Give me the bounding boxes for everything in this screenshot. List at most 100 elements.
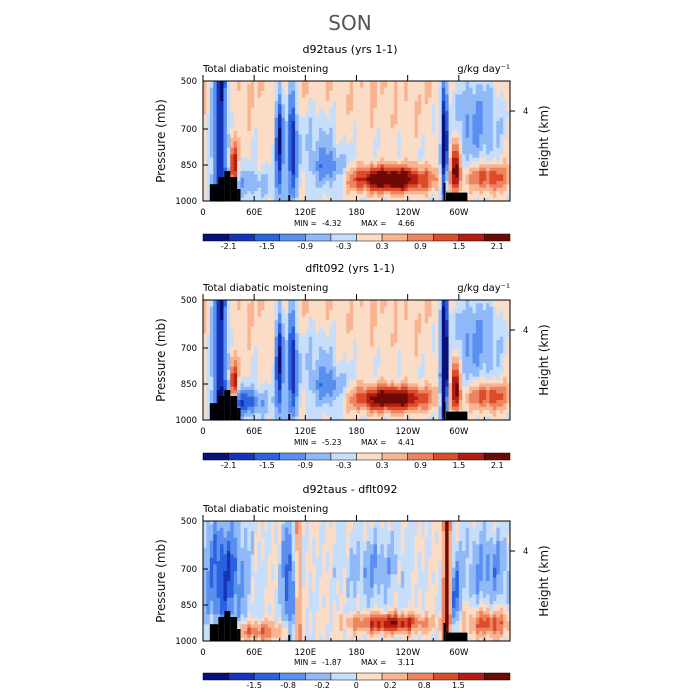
heatmap-cell — [462, 107, 467, 112]
heatmap-cell — [376, 171, 381, 175]
heatmap-cell — [264, 184, 269, 189]
heatmap-cell — [209, 340, 214, 344]
heatmap-cell — [404, 127, 409, 132]
heatmap-cell — [237, 101, 242, 105]
heatmap-cell — [308, 117, 313, 122]
heatmap-cell — [329, 346, 334, 351]
heatmap-cell — [271, 363, 276, 368]
heatmap-cell — [479, 181, 484, 185]
heatmap-cell — [359, 300, 364, 304]
heatmap-cell — [274, 111, 279, 115]
heatmap-cell — [209, 396, 214, 401]
heatmap-cell — [247, 356, 252, 361]
heatmap-cell — [346, 134, 351, 139]
heatmap-cell — [291, 390, 296, 394]
heatmap-cell — [237, 306, 242, 311]
heatmap-cell — [230, 310, 235, 314]
heatmap-cell — [424, 107, 429, 112]
heatmap-cell — [390, 94, 395, 99]
heatmap-cell — [233, 84, 238, 89]
heatmap-cell — [346, 303, 351, 308]
heatmap-cell — [288, 84, 293, 89]
heatmap-cell — [315, 164, 320, 169]
heatmap-cell — [417, 87, 422, 92]
heatmap-cell — [260, 124, 265, 129]
heatmap-cell — [301, 81, 306, 85]
heatmap-cell — [339, 373, 344, 378]
heatmap-cell — [260, 330, 265, 334]
heatmap-cell — [462, 121, 467, 125]
heatmap-cell — [257, 197, 262, 202]
heatmap-cell — [462, 157, 467, 162]
heatmap-cell — [250, 343, 255, 348]
heatmap-cell — [301, 390, 306, 394]
heatmap-cell — [394, 97, 399, 102]
heatmap-cell — [237, 107, 242, 112]
heatmap-cell — [496, 97, 501, 102]
heatmap-cell — [486, 164, 491, 169]
heatmap-cell — [281, 300, 286, 304]
heatmap-cell — [407, 104, 412, 109]
colorbar-swatch — [356, 233, 383, 242]
heatmap-cell — [336, 403, 341, 408]
heatmap-cell — [339, 306, 344, 311]
heatmap-cell — [411, 131, 416, 135]
heatmap-cell — [230, 107, 235, 112]
heatmap-cell — [475, 154, 480, 159]
heatmap-cell — [298, 320, 303, 324]
heatmap-cell — [230, 174, 235, 179]
heatmap-cell — [332, 114, 337, 119]
heatmap-cell — [301, 363, 306, 368]
heatmap-cell — [359, 141, 364, 145]
heatmap-cell — [237, 161, 242, 165]
heatmap-cell — [243, 370, 248, 374]
heatmap-cell — [332, 386, 337, 391]
heatmap-cell — [264, 121, 269, 125]
heatmap-cell — [203, 137, 208, 142]
heatmap-cell — [264, 161, 269, 165]
heatmap-cell — [220, 137, 225, 142]
heatmap-cell — [308, 333, 313, 338]
heatmap-cell — [257, 323, 262, 328]
heatmap-cell — [288, 306, 293, 311]
heatmap-cell — [421, 121, 426, 125]
heatmap-cell — [203, 191, 208, 195]
heatmap-cell — [503, 174, 508, 179]
heatmap-cell — [329, 396, 334, 401]
heatmap-cell — [438, 151, 443, 155]
heatmap-cell — [237, 356, 242, 361]
heatmap-cell — [278, 127, 283, 132]
heatmap-cell — [216, 386, 221, 391]
heatmap-cell — [250, 320, 255, 324]
heatmap-cell — [397, 151, 402, 155]
heatmap-cell — [291, 313, 296, 318]
heatmap-cell — [376, 107, 381, 112]
heatmap-cell — [506, 97, 511, 102]
heatmap-cell — [274, 326, 279, 331]
heatmap-cell — [315, 151, 320, 155]
heatmap-cell — [492, 181, 497, 185]
heatmap-cell — [298, 181, 303, 185]
heatmap-cell — [247, 81, 252, 85]
heatmap-cell — [243, 177, 248, 182]
heatmap-cell — [363, 184, 368, 189]
heatmap-cell — [475, 187, 480, 192]
heatmap-cell — [414, 91, 419, 95]
heatmap-cell — [260, 144, 265, 149]
heatmap-cell — [284, 171, 289, 175]
heatmap-cell — [257, 147, 262, 152]
heatmap-cell — [284, 306, 289, 311]
heatmap-cell — [281, 353, 286, 358]
heatmap-cell — [359, 340, 364, 344]
heatmap-cell — [329, 94, 334, 99]
heatmap-cell — [329, 300, 334, 304]
heatmap-cell — [203, 111, 208, 115]
heatmap-cell — [301, 410, 306, 414]
heatmap-cell — [452, 157, 457, 162]
heatmap-cell — [247, 191, 252, 195]
heatmap-cell — [349, 376, 354, 381]
heatmap-cell — [223, 386, 228, 391]
heatmap-cell — [206, 403, 211, 408]
heatmap-cell — [233, 164, 238, 169]
heatmap-cell — [489, 104, 494, 109]
